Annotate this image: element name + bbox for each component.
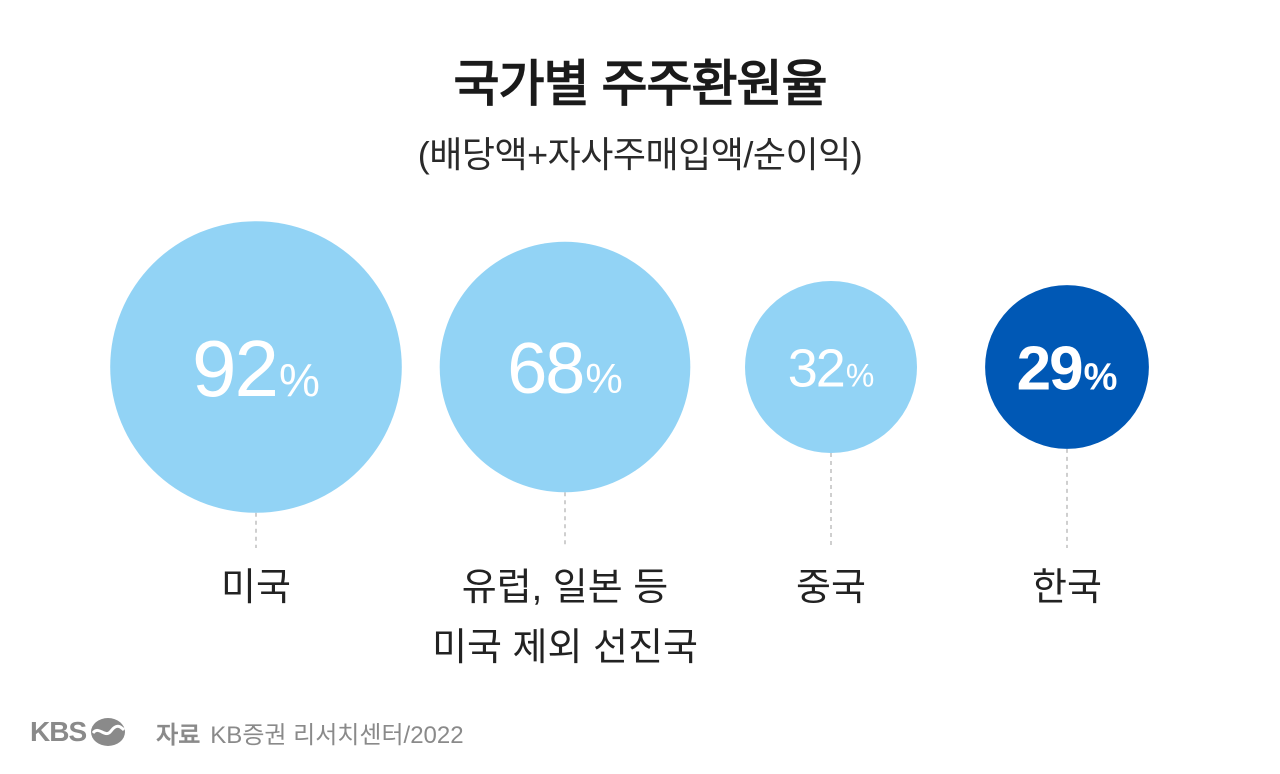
chart-title: 국가별 주주환원율 — [453, 56, 828, 112]
value-number: 68 — [507, 329, 583, 409]
value-number: 29 — [1017, 334, 1082, 403]
bubble — [110, 221, 402, 513]
value-label: 29% — [1017, 334, 1118, 403]
value-unit: % — [846, 357, 874, 393]
category-label: 미국 — [221, 567, 291, 609]
category-label-line: 미국 제외 선진국 — [432, 627, 698, 669]
bubble — [985, 285, 1149, 449]
bubble-group: 29% 한국 — [985, 285, 1149, 609]
kbs-logo-text: KBS — [30, 716, 87, 747]
category-label: 한국 — [1032, 567, 1102, 609]
source-note: 자료 KB증권 리서치센터/2022 — [156, 715, 463, 750]
bubble-group: 92% 미국 — [110, 221, 402, 609]
source-text: KB증권 리서치센터/2022 — [210, 721, 464, 749]
value-unit: % — [279, 354, 320, 406]
category-label-line: 중국 — [796, 567, 866, 609]
value-unit: % — [585, 355, 622, 402]
category-label-line: 유럽, 일본 등 — [462, 567, 668, 609]
bubble — [745, 281, 917, 453]
value-label: 92% — [192, 324, 320, 413]
bubble — [439, 241, 691, 493]
footer: KBS 자료 KB증권 리서치센터/2022 — [30, 712, 464, 752]
category-label-line: 미국 — [221, 567, 291, 609]
kbs-emblem-icon — [91, 718, 126, 746]
value-label: 68% — [507, 329, 622, 409]
value-label: 32% — [788, 338, 875, 398]
source-label: 자료 — [156, 721, 201, 749]
value-number: 92 — [192, 324, 277, 413]
value-unit: % — [1084, 356, 1118, 398]
value-number: 32 — [788, 338, 844, 398]
bubble-group: 32% 중국 — [745, 281, 917, 609]
category-label: 중국 — [796, 567, 866, 609]
chart-subtitle: (배당액+자사주매입액/순이익) — [417, 134, 863, 175]
category-label-line: 한국 — [1032, 567, 1102, 609]
kbs-logo: KBS — [30, 716, 126, 748]
